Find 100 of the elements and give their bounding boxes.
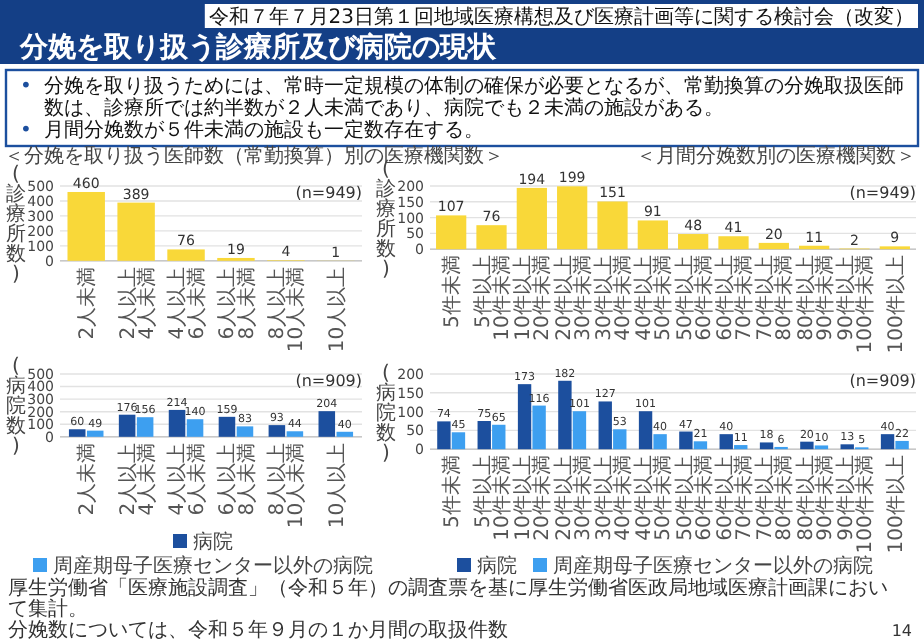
bar bbox=[517, 384, 532, 450]
x-tick-label: 90件以上 100件未満 bbox=[833, 255, 878, 354]
bar bbox=[613, 429, 627, 450]
x-tick-label: 8人以上 10人未満 bbox=[265, 442, 309, 529]
chart-title: ＜月間分娩数別の医療機関数＞ bbox=[636, 144, 916, 168]
x-tick-label: 20件以上 30件未満 bbox=[551, 455, 595, 541]
bar bbox=[800, 441, 814, 450]
bar bbox=[532, 405, 546, 450]
x-tick-label: 60件以上 70件未満 bbox=[712, 255, 757, 341]
bar bbox=[637, 220, 668, 250]
x-tick-label: 4人以上 6人未満 bbox=[165, 442, 209, 516]
x-tick-label: 5件以上 10件未満 bbox=[470, 455, 515, 541]
bar bbox=[516, 187, 547, 250]
y-axis-title: (病院数) bbox=[376, 362, 396, 465]
x-tick-label: 80件以上 90件未満 bbox=[793, 255, 837, 341]
x-tick-label: 2人以上 4人未満 bbox=[115, 442, 159, 516]
x-tick-label: 70件以上 80件未満 bbox=[753, 255, 797, 341]
bar bbox=[168, 409, 186, 437]
bar bbox=[476, 225, 507, 250]
x-tick-label: 50件以上 60件未満 bbox=[672, 455, 716, 541]
bar bbox=[118, 414, 136, 437]
bar bbox=[437, 421, 451, 450]
x-tick-label: 30件以上 40件未満 bbox=[591, 455, 636, 541]
bar bbox=[492, 424, 506, 450]
x-tick-label: 80件以上 90件未満 bbox=[793, 455, 837, 541]
bar bbox=[558, 380, 572, 450]
legend-label: 病院 bbox=[193, 530, 233, 554]
x-tick-label: 10人以上 bbox=[324, 442, 349, 529]
bar bbox=[758, 242, 789, 250]
text: 分娩を取り扱う診療所及び病院の現状 bbox=[18, 30, 498, 64]
bar bbox=[67, 191, 105, 261]
bar bbox=[436, 215, 467, 250]
bar bbox=[451, 432, 466, 450]
bar bbox=[318, 411, 336, 437]
bar bbox=[638, 411, 653, 450]
legend-label: 周産期母子医療センター以外の病院 bbox=[553, 554, 873, 578]
bar bbox=[693, 441, 708, 450]
bar bbox=[653, 434, 667, 450]
x-tick-label: 50件以上 60件未満 bbox=[672, 255, 716, 341]
x-tick-label: 30件以上 40件未満 bbox=[591, 255, 636, 341]
bar bbox=[336, 431, 354, 437]
x-tick-label: 10件以上 20件未満 bbox=[511, 455, 555, 541]
x-tick-label: 2人未満 bbox=[75, 442, 100, 516]
legend-label: 病院 bbox=[477, 554, 517, 578]
legend-label: 周産期母子医療センター以外の病院 bbox=[53, 554, 373, 578]
x-tick-label: 6人以上 8人未満 bbox=[215, 266, 259, 340]
bar bbox=[68, 429, 86, 437]
x-tick-label: 10件以上 20件未満 bbox=[511, 255, 555, 341]
bar bbox=[719, 434, 733, 450]
bar bbox=[186, 419, 204, 437]
x-tick-label: 2人以上 4人未満 bbox=[115, 266, 159, 340]
bar bbox=[880, 434, 895, 450]
text: 令和７年７月23日第１回地域医療構想及び医療計画等に関する検討会（改変） bbox=[208, 5, 914, 29]
bar bbox=[679, 431, 693, 450]
bar bbox=[895, 440, 909, 450]
text: 14 bbox=[891, 622, 912, 640]
bar bbox=[286, 431, 304, 437]
x-tick-label: 90件以上 100件未満 bbox=[833, 455, 878, 554]
x-tick-label: 40件以上 50件未満 bbox=[632, 455, 676, 541]
text: 分娩数については、令和５年９月の１か月間の取扱件数 bbox=[8, 618, 508, 640]
x-tick-label: 8人以上 10人未満 bbox=[265, 266, 309, 353]
annotation: (n=909) bbox=[849, 372, 916, 390]
x-tick-label: 5件未満 bbox=[440, 255, 465, 328]
x-tick-label: 5件未満 bbox=[440, 455, 465, 528]
bar bbox=[598, 401, 612, 450]
x-tick-label: 100件以上 bbox=[883, 255, 908, 354]
chart-title: ＜分娩を取り扱う医師数（常勤換算）別の医療機関数＞ bbox=[4, 144, 504, 168]
bar bbox=[572, 411, 587, 450]
text: •分娩を取り扱うためには、常時一定規模の体制の確保が必要となるが、常勤換算の分娩取扱医師数は、診療所では約半数が２人未満であり、病院でも２未満の施設がある。 bbox=[20, 74, 904, 120]
y-axis-title: (病院数) bbox=[6, 356, 26, 459]
bar bbox=[236, 426, 254, 437]
annotation: (n=909) bbox=[295, 372, 362, 390]
annotation: (n=949) bbox=[849, 184, 916, 202]
bar bbox=[759, 442, 774, 450]
x-tick-label: 40件以上 50件未満 bbox=[632, 255, 676, 341]
x-tick-label: 100件以上 bbox=[883, 455, 908, 554]
x-tick-label: 70件以上 80件未満 bbox=[753, 455, 797, 541]
x-tick-label: 6人以上 8人未満 bbox=[215, 442, 259, 516]
text: •月間分娩数が５件未満の施設も一定数存在する。 bbox=[20, 118, 484, 142]
x-tick-label: 10人以上 bbox=[324, 266, 349, 353]
bar bbox=[268, 425, 286, 437]
x-tick-label: 4人以上 6人未満 bbox=[165, 266, 209, 340]
annotation: (n=949) bbox=[295, 184, 362, 202]
x-tick-label: 20件以上 30件未満 bbox=[551, 255, 595, 341]
x-tick-label: 2人未満 bbox=[75, 266, 100, 340]
bar bbox=[718, 236, 749, 250]
y-axis-title: (診療所数) bbox=[6, 164, 26, 287]
text: 厚生労働省「医療施設調査」（令和５年）の調査票を基に厚生労働省医政局地域医療計画課において集計。 bbox=[8, 576, 888, 621]
bar bbox=[117, 202, 155, 261]
bar bbox=[86, 430, 104, 437]
bar bbox=[136, 417, 154, 437]
x-tick-label: 5件以上 10件未満 bbox=[470, 255, 515, 341]
bar bbox=[597, 201, 628, 250]
bar bbox=[557, 186, 588, 250]
x-tick-label: 60件以上 70件未満 bbox=[712, 455, 757, 541]
bar bbox=[477, 421, 491, 450]
bar bbox=[840, 444, 854, 450]
bar bbox=[678, 234, 709, 250]
bar bbox=[218, 416, 236, 437]
bar bbox=[167, 249, 205, 261]
